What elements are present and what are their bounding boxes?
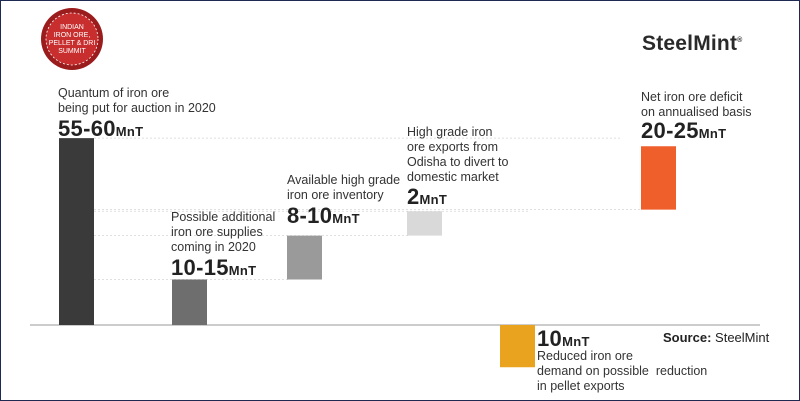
logo-line-1: INDIAN <box>60 24 84 31</box>
label-deficit-line-2: on annualised basis <box>641 105 752 119</box>
label-reduced-line-3: in pellet exports <box>537 379 625 393</box>
label-odisha: High grade iron ore exports from Odisha … <box>407 125 509 209</box>
label-additional-line-3: coming in 2020 <box>171 240 256 254</box>
source-note: Source: SteelMint <box>663 330 769 345</box>
brand-name: SteelMint <box>642 32 738 55</box>
label-deficit-line-1: Net iron ore deficit <box>641 90 743 104</box>
summit-badge-icon: INDIAN IRON ORE, PELLET & DRI SUMMIT <box>41 8 103 70</box>
label-odisha-line-2: ore exports from <box>407 140 499 154</box>
source-label: Source: <box>663 330 712 345</box>
label-inventory-line-1: Available high grade <box>287 173 401 187</box>
value-inventory: 8-10MnT <box>287 203 360 228</box>
label-auction: Quantum of iron ore being put for auctio… <box>58 86 216 141</box>
value-deficit: 20-25MnT <box>641 118 727 143</box>
summit-logo: INDIAN IRON ORE, PELLET & DRI SUMMIT <box>20 7 130 72</box>
label-additional-line-2: iron ore supplies <box>171 225 263 239</box>
label-auction-line-1: Quantum of iron ore <box>58 86 170 100</box>
label-additional: Possible additional iron ore supplies co… <box>171 210 276 280</box>
bar-additional <box>172 279 207 325</box>
label-odisha-line-1: High grade iron <box>407 125 493 139</box>
bar-deficit <box>641 146 676 210</box>
label-inventory: Available high grade iron ore inventory … <box>287 173 401 228</box>
label-additional-line-1: Possible additional <box>171 210 276 224</box>
logo-line-3: PELLET & DRI <box>49 40 96 47</box>
bar-reduced <box>500 325 535 368</box>
label-reduced-line-2: demand on possible reduction <box>537 364 708 378</box>
logo-line-2: IRON ORE, <box>54 32 91 39</box>
value-additional: 10-15MnT <box>171 255 257 280</box>
value-auction: 55-60MnT <box>58 116 144 141</box>
label-odisha-line-4: domestic market <box>407 170 499 184</box>
label-reduced: 10MnT Reduced iron ore demand on possibl… <box>537 326 708 394</box>
label-inventory-line-2: iron ore inventory <box>287 188 384 202</box>
source-value: SteelMint <box>715 330 770 345</box>
value-reduced: 10MnT <box>537 326 590 351</box>
logo-line-4: SUMMIT <box>58 48 86 55</box>
label-reduced-line-1: Reduced iron ore <box>537 349 633 363</box>
label-odisha-line-3: Odisha to divert to <box>407 155 509 169</box>
bar-inventory <box>287 235 322 280</box>
value-odisha: 2MnT <box>407 184 448 209</box>
label-deficit: Net iron ore deficit on annualised basis… <box>641 90 752 143</box>
label-auction-line-2: being put for auction in 2020 <box>58 101 216 115</box>
bar-odisha <box>407 211 442 236</box>
brand-logo: SteelMint® <box>642 32 743 55</box>
bar-auction <box>59 138 94 325</box>
